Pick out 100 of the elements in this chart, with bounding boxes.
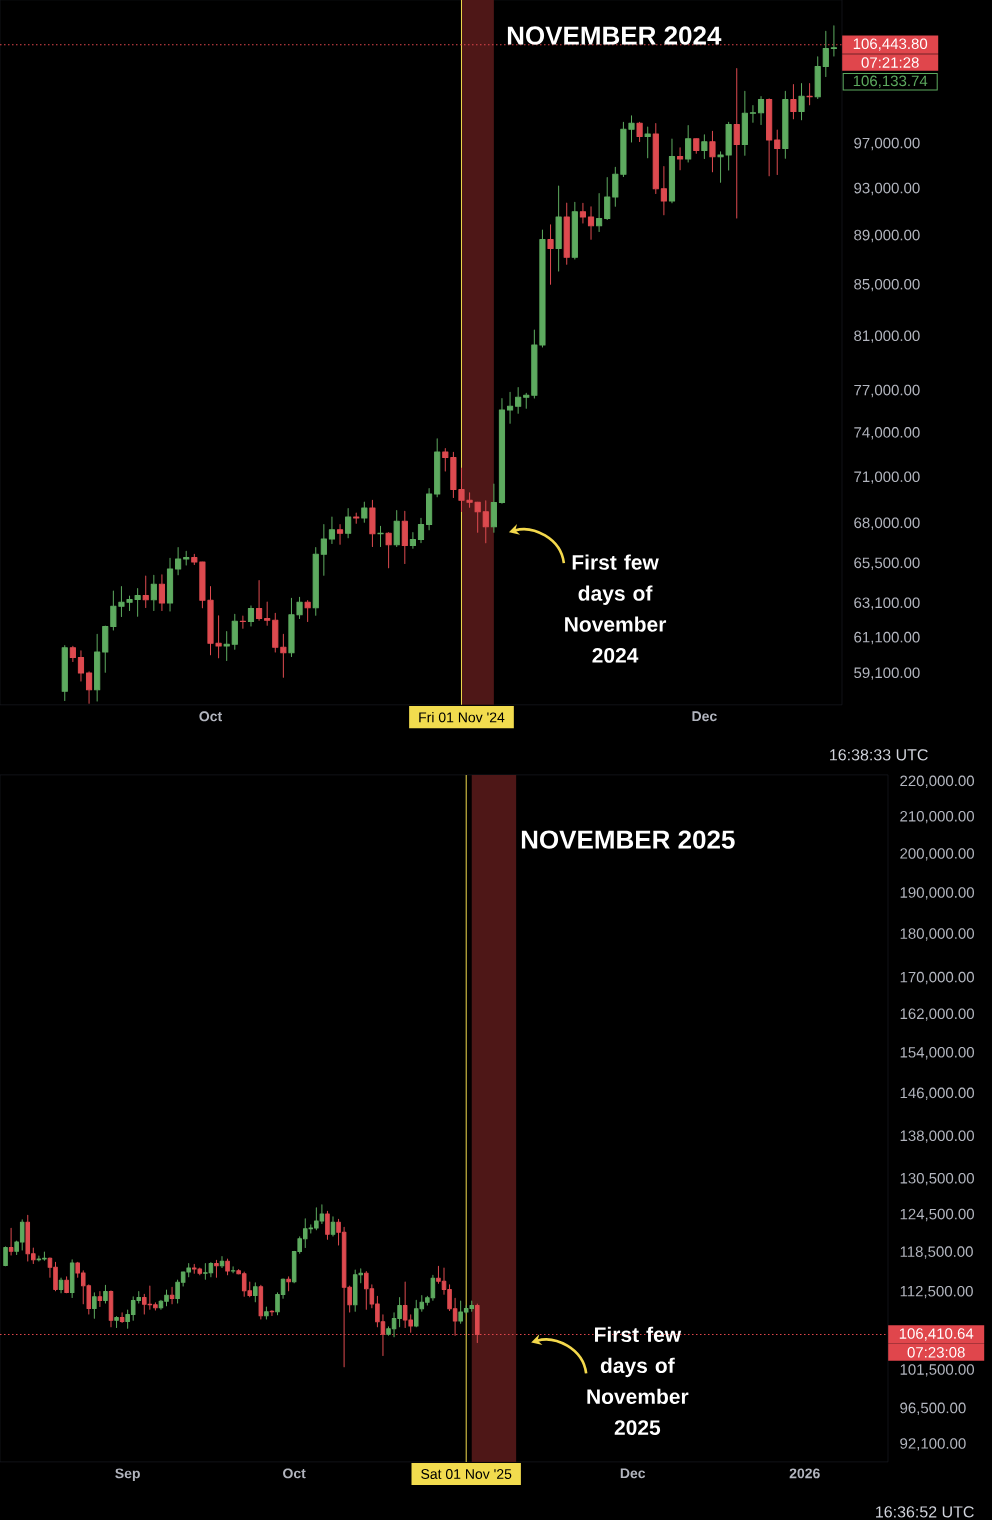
candlestick bbox=[214, 1259, 219, 1278]
candlestick bbox=[330, 1216, 336, 1237]
candlestick bbox=[701, 134, 708, 159]
candlestick bbox=[102, 625, 109, 673]
text: NOVEMBER 2025 bbox=[521, 830, 735, 849]
text: 07:21:28 bbox=[861, 57, 919, 68]
candlestick bbox=[361, 501, 368, 523]
candlestick bbox=[693, 137, 700, 154]
x-tick-label: 2026 bbox=[789, 1468, 820, 1479]
candlestick bbox=[782, 90, 789, 159]
y-tick-label: 71,000.00 bbox=[854, 471, 920, 484]
candlestick bbox=[685, 125, 692, 163]
candlestick bbox=[345, 507, 352, 539]
candlestick bbox=[482, 500, 489, 544]
y-tick-label: 63,100.00 bbox=[854, 597, 920, 610]
text: 16:38:33 UTC bbox=[830, 749, 928, 761]
candlestick bbox=[596, 193, 603, 232]
text: NOVEMBER 2024 bbox=[507, 26, 722, 45]
candlestick bbox=[490, 483, 497, 533]
candlestick bbox=[258, 1284, 264, 1320]
candlestick bbox=[253, 1282, 258, 1303]
y-tick-label: 59,100.00 bbox=[854, 667, 920, 680]
candlestick bbox=[286, 1276, 291, 1292]
candlestick bbox=[69, 645, 76, 663]
ref-line-label: 106,443.80 bbox=[853, 38, 928, 51]
candlestick bbox=[749, 105, 757, 123]
candlestick bbox=[304, 599, 311, 623]
y-tick-label: 68,000.00 bbox=[854, 517, 920, 530]
y-tick-label: 170,000.00 bbox=[900, 971, 974, 985]
candlestick bbox=[272, 612, 279, 653]
candlestick bbox=[77, 650, 85, 682]
annotation: First few days of November 2025 bbox=[587, 1326, 689, 1436]
candlestick bbox=[219, 1255, 225, 1268]
candlestick bbox=[3, 1246, 8, 1267]
candlestick bbox=[158, 574, 166, 611]
candlestick bbox=[814, 56, 821, 99]
candlestick bbox=[393, 509, 400, 548]
candlestick bbox=[312, 547, 319, 616]
y-tick-label: 210,000.00 bbox=[900, 810, 974, 824]
candlestick bbox=[555, 185, 562, 272]
candlestick bbox=[523, 392, 530, 409]
candlestick bbox=[114, 1315, 119, 1328]
y-tick-label: 154,000.00 bbox=[900, 1046, 974, 1060]
candlestick bbox=[547, 224, 554, 285]
candlestick bbox=[231, 613, 238, 650]
candlestick bbox=[604, 177, 611, 221]
x-tick-label: Oct bbox=[199, 711, 222, 722]
candlestick bbox=[579, 202, 587, 224]
candlestick bbox=[563, 202, 570, 265]
y-tick-label: 190,000.00 bbox=[900, 887, 974, 900]
candlestick bbox=[119, 1312, 125, 1323]
candlestick bbox=[150, 574, 157, 611]
y-tick-label: 112,500.00 bbox=[900, 1285, 973, 1299]
candlestick bbox=[353, 512, 360, 524]
candlestick bbox=[183, 550, 190, 566]
candlestick bbox=[822, 30, 829, 77]
y-tick-label: 130,500.00 bbox=[900, 1172, 974, 1186]
candlestick bbox=[426, 488, 433, 531]
y-tick-label: 118,500.00 bbox=[900, 1246, 973, 1259]
candlestick bbox=[325, 1210, 330, 1240]
y-tick-label: 138,000.00 bbox=[900, 1130, 974, 1143]
candlestick bbox=[377, 525, 384, 547]
candlestick bbox=[652, 123, 659, 195]
candlestick bbox=[264, 1306, 269, 1320]
candlestick bbox=[766, 98, 773, 177]
y-tick-label: 85,000.00 bbox=[854, 278, 920, 292]
text: 16:36:52 UTC bbox=[876, 1506, 974, 1518]
candlestick bbox=[636, 121, 643, 143]
candlestick bbox=[417, 517, 425, 544]
y-tick-label: 61,100.00 bbox=[854, 631, 920, 645]
candlestick bbox=[64, 1276, 69, 1294]
text: 106,133.74 bbox=[853, 75, 928, 88]
candlestick bbox=[798, 82, 805, 121]
candlestick bbox=[92, 1292, 97, 1319]
candlestick bbox=[336, 524, 344, 545]
candlestick bbox=[498, 397, 506, 504]
y-tick-label: 96,500.00 bbox=[900, 1402, 966, 1416]
y-tick-label: 124,500.00 bbox=[900, 1208, 974, 1222]
y-tick-label: 74,000.00 bbox=[854, 427, 920, 440]
candlestick bbox=[230, 1266, 236, 1274]
candlestick bbox=[255, 580, 263, 621]
y-tick-label: 81,000.00 bbox=[854, 330, 920, 343]
x-tick-label: Sep bbox=[115, 1468, 140, 1482]
y-tick-label: 146,000.00 bbox=[900, 1087, 974, 1100]
candlestick bbox=[8, 1227, 14, 1256]
candlestick bbox=[85, 671, 93, 704]
candlestick bbox=[790, 84, 797, 120]
candlestick bbox=[660, 166, 667, 216]
y-tick-label: 101,500.00 bbox=[900, 1364, 974, 1377]
candlestick bbox=[269, 1310, 275, 1316]
x-tick-label: Dec bbox=[620, 1468, 646, 1479]
candlestick bbox=[108, 1290, 114, 1328]
candlestick bbox=[103, 1284, 108, 1304]
candlestick bbox=[264, 601, 271, 626]
y-tick-label: 200,000.00 bbox=[900, 848, 974, 861]
candlestick bbox=[668, 138, 676, 204]
candlestick bbox=[830, 25, 837, 57]
candlestick bbox=[58, 1277, 64, 1294]
candlestick bbox=[328, 516, 336, 545]
candlestick bbox=[142, 575, 149, 608]
